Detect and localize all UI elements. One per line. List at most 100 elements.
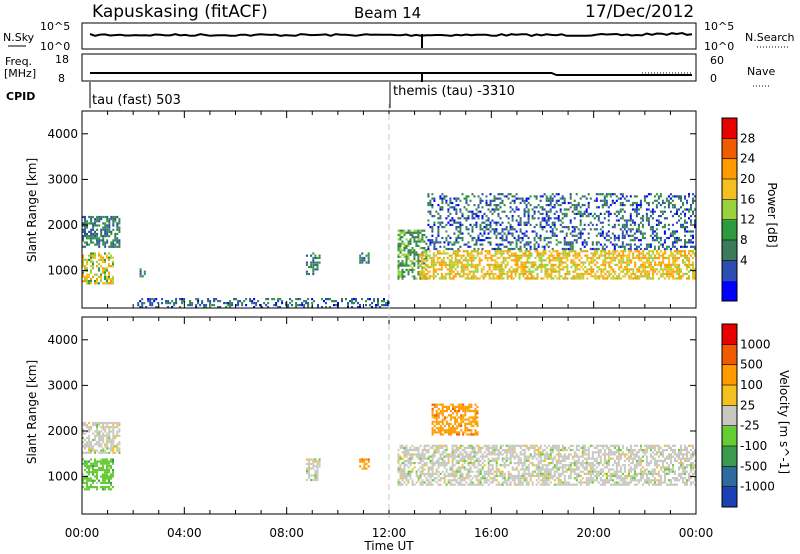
echo-cell: [108, 434, 111, 437]
echo-cell: [495, 208, 498, 211]
echo-cell: [503, 449, 506, 452]
echo-cell: [441, 470, 444, 473]
echo-cell: [684, 250, 686, 253]
echo-cell: [540, 252, 543, 255]
echo-cell: [102, 466, 104, 470]
echo-cell: [311, 302, 314, 305]
echo-cell: [550, 275, 553, 278]
echo-cell: [501, 234, 504, 237]
echo-cell: [664, 256, 667, 260]
echo-cell: [543, 464, 546, 467]
echo-cell: [473, 195, 476, 198]
echo-cell: [420, 259, 423, 262]
echo-cell: [381, 304, 383, 307]
echo-cell: [579, 234, 582, 237]
echo-cell: [555, 459, 558, 462]
echo-cell: [543, 208, 546, 211]
echo-cell: [560, 256, 563, 260]
echo-cell: [453, 483, 456, 486]
echo-cell: [510, 277, 513, 280]
echo-cell: [540, 266, 543, 269]
echo-cell: [110, 230, 113, 233]
echo-cell: [452, 277, 455, 280]
echo-cell: [597, 215, 600, 218]
echo-cell: [577, 444, 580, 447]
echo-cell: [483, 230, 486, 233]
echo-cell: [449, 474, 452, 478]
echo-cell: [624, 275, 627, 278]
echo-cell: [219, 306, 222, 309]
echo-cell: [632, 268, 635, 271]
echo-cell: [652, 252, 655, 255]
echo-cell: [413, 229, 416, 232]
echo-cell: [497, 457, 500, 460]
echo-cell: [641, 234, 644, 237]
echo-cell: [638, 266, 641, 269]
echo-cell: [668, 254, 671, 257]
echo-cell: [86, 241, 88, 244]
echo-cell: [545, 470, 548, 473]
echo-cell: [547, 462, 550, 465]
echo-cell: [118, 451, 121, 454]
echo-cell: [545, 197, 548, 200]
echo-cell: [667, 245, 670, 248]
echo-cell: [548, 261, 551, 264]
echo-cell: [443, 455, 446, 458]
echo-cell: [399, 446, 402, 449]
echo-cell: [666, 266, 669, 269]
echo-cell: [314, 469, 317, 472]
echo-cell: [605, 199, 608, 202]
echo-cell: [692, 263, 694, 266]
echo-cell: [505, 481, 508, 484]
echo-cell: [532, 261, 535, 264]
echo-cell: [473, 212, 476, 215]
echo-cell: [513, 199, 516, 202]
echo-cell: [549, 468, 552, 471]
echo-cell: [501, 221, 504, 224]
echo-cell: [680, 254, 682, 257]
echo-cell: [501, 477, 504, 480]
echo-cell: [84, 218, 86, 221]
echo-cell: [473, 449, 476, 452]
echo-cell: [98, 451, 101, 454]
echo-cell: [462, 254, 465, 257]
echo-cell: [444, 261, 447, 264]
echo-cell: [622, 252, 625, 255]
echo-cell: [643, 247, 646, 251]
echo-cell: [413, 236, 416, 239]
echo-cell: [100, 430, 103, 433]
echo-cell: [92, 469, 94, 472]
echo-cell: [100, 275, 102, 278]
echo-cell: [488, 275, 491, 278]
echo-cell: [505, 449, 508, 452]
echo-cell: [568, 254, 571, 257]
echo-cell: [365, 304, 367, 307]
echo-cell: [195, 298, 198, 301]
echo-cell: [419, 459, 422, 462]
echo-cell: [467, 464, 470, 467]
echo-cell: [654, 256, 657, 260]
echo-cell: [540, 261, 543, 264]
echo-cell: [563, 446, 566, 449]
echo-cell: [680, 197, 682, 200]
echo-cell: [397, 483, 400, 486]
echo-cell: [88, 258, 90, 261]
echo-cell: [494, 277, 497, 280]
echo-cell: [573, 455, 576, 458]
echo-cell: [399, 262, 402, 265]
echo-cell: [253, 306, 256, 309]
echo-cell: [363, 460, 366, 463]
echo-cell: [621, 215, 624, 218]
echo-cell: [397, 275, 400, 278]
echo-cell: [451, 223, 454, 226]
echo-cell: [492, 266, 495, 269]
echo-cell: [310, 467, 313, 470]
echo-cell: [462, 270, 465, 273]
echo-cell: [581, 455, 584, 458]
echo-cell: [576, 256, 579, 260]
echo-cell: [635, 204, 638, 207]
echo-cell: [637, 245, 640, 248]
echo-cell: [529, 479, 532, 482]
echo-cell: [491, 466, 494, 469]
echo-cell: [428, 277, 431, 280]
